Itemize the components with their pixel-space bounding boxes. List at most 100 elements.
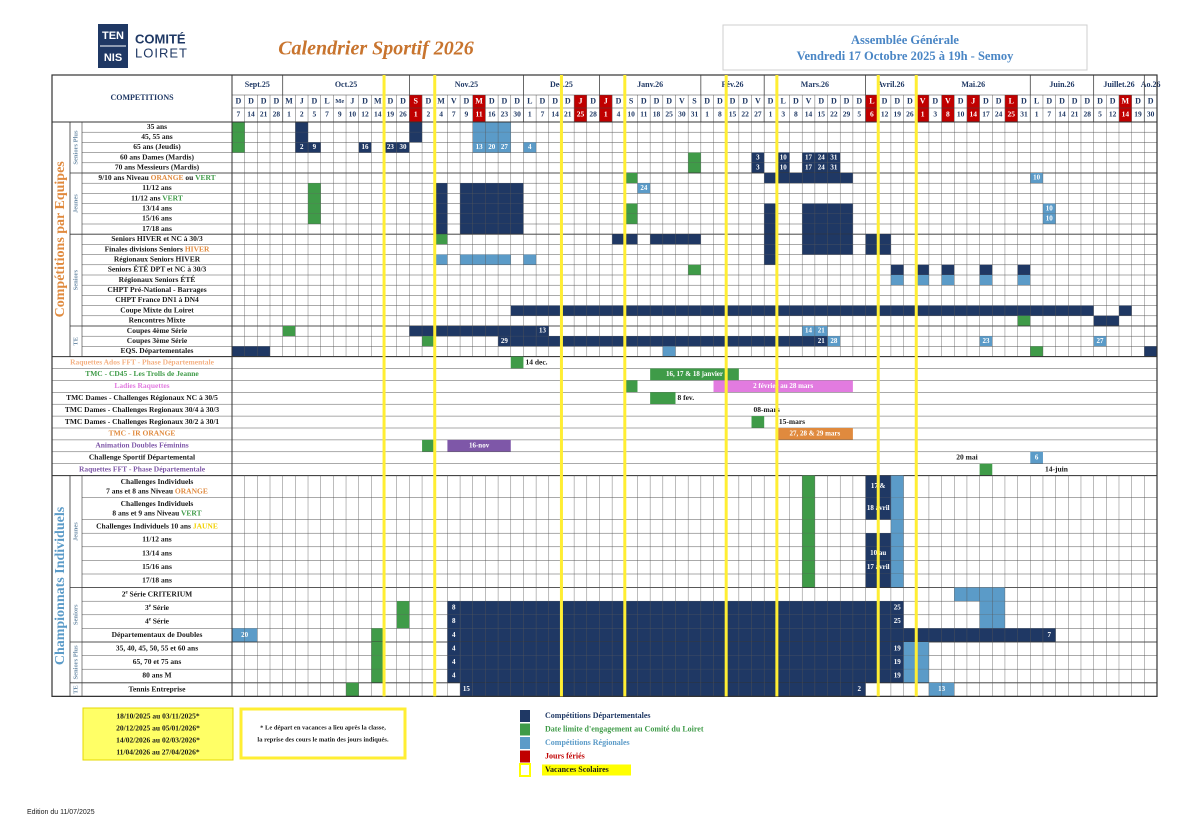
event-block [472,132,511,143]
group-label: Jeunes [72,522,79,541]
day-number: 21 [1071,110,1079,119]
row-label: 15/16 ans [142,214,172,223]
day-number: 16 [488,110,496,119]
event-text: 23 [982,337,990,345]
event-block [447,669,461,683]
day-letter: L [1034,96,1039,105]
day-number: 31 [691,110,699,119]
event-block [979,264,993,275]
event-block [447,642,461,656]
row-label: 35, 40, 45, 50, 55 et 60 ans [116,644,198,653]
day-letter: J [578,96,582,105]
day-number: 8 [718,110,722,119]
month-label: Janv.26 [637,80,663,89]
event-block [624,380,638,393]
month-label: Fév.26 [722,80,744,89]
legend-text: Date limite d'engagement au Comité du Lo… [545,724,704,733]
event-block [434,203,448,214]
event-block [802,326,815,337]
event-block [523,142,537,153]
event-text: 2 [857,685,861,693]
row-label: Animation Doubles Féminins [95,441,188,450]
row-label: 15/16 ans [142,562,172,571]
event-text: 10 [1046,204,1054,212]
event-block [434,183,448,194]
event-block [827,336,841,347]
event-block [460,224,524,235]
legend-swatch [520,737,530,749]
event-text: 14-juin [1045,464,1069,473]
event-text: 27 [501,143,509,151]
event-block [295,132,309,143]
row-label: Challenges Individuels [121,477,194,486]
holiday-cell [916,95,929,122]
event-text: 30 [400,143,408,151]
row-label: TMC - IR ORANGE [109,429,176,438]
event-block [460,193,524,204]
day-number: 7 [1047,110,1051,119]
logo-bottom: NIS [104,52,122,64]
row-label: 9/10 ans Niveau ORANGE ou VERT [98,173,215,182]
event-block [460,183,524,194]
ag-box [722,24,1088,71]
day-number: 12 [1109,110,1117,119]
day-number: 11 [640,110,647,119]
day-letter: D [856,96,862,105]
month-label: Mai.26 [961,80,985,89]
event-block [460,682,473,697]
event-block [890,642,904,656]
event-block [308,193,321,204]
event-block [802,560,815,574]
event-block [371,655,385,670]
event-block [447,439,511,452]
day-number: 12 [881,110,889,119]
day-letter: D [1148,96,1154,105]
vacances-line: 20/12/2025 au 05/01/2026* [116,724,200,733]
label-part: e [126,590,129,595]
day-letter: D [742,96,748,105]
event-block [498,336,511,347]
org-line1: COMITÉ [135,31,186,46]
row-label: 35 ans [147,122,167,131]
event-block [751,152,765,163]
row-label: Rencontres Mixte [129,316,186,325]
event-block [371,642,385,656]
day-number: 7 [325,110,329,119]
day-letter: D [793,96,799,105]
event-block [802,475,815,498]
label-part: 7 ans et 8 ans Niveau [106,486,175,495]
event-text: 20 [488,143,496,151]
day-letter: D [362,96,368,105]
event-block [827,162,841,173]
label-part: ou [184,173,196,182]
day-letter: D [1135,96,1141,105]
group-label: Jeunes [72,194,79,213]
event-text: 21 [818,337,826,345]
day-number: 7 [452,110,456,119]
day-number: 5 [312,110,316,119]
event-block [232,142,245,153]
day-number: 10 [627,110,635,119]
day-number: 1 [528,110,532,119]
event-text: 21 [818,327,826,335]
event-block [396,142,410,153]
day-letter: D [958,96,964,105]
event-block [472,142,486,153]
day-number: 24 [995,110,1003,119]
day-letter: M [374,96,382,105]
day-number: 3 [933,110,937,119]
event-block [409,132,423,143]
event-block [802,519,815,534]
event-text: 6 [1035,453,1039,461]
day-number: 2 [300,110,304,119]
day-number: 29 [843,110,851,119]
event-block [384,142,397,153]
row-label: 65 ans (Jeudis) [133,142,181,151]
row-label: 13/14 ans [142,203,172,212]
day-number: 14 [1058,110,1066,119]
event-text: 16, 17 & 18 janvier [666,370,723,378]
label-part: 11/12 ans [131,193,162,202]
legend-text: Jours fériés [545,751,585,760]
event-block [1042,628,1056,642]
row-label: TMC - CD45 - Les Trolls de Jeanne [85,369,199,378]
